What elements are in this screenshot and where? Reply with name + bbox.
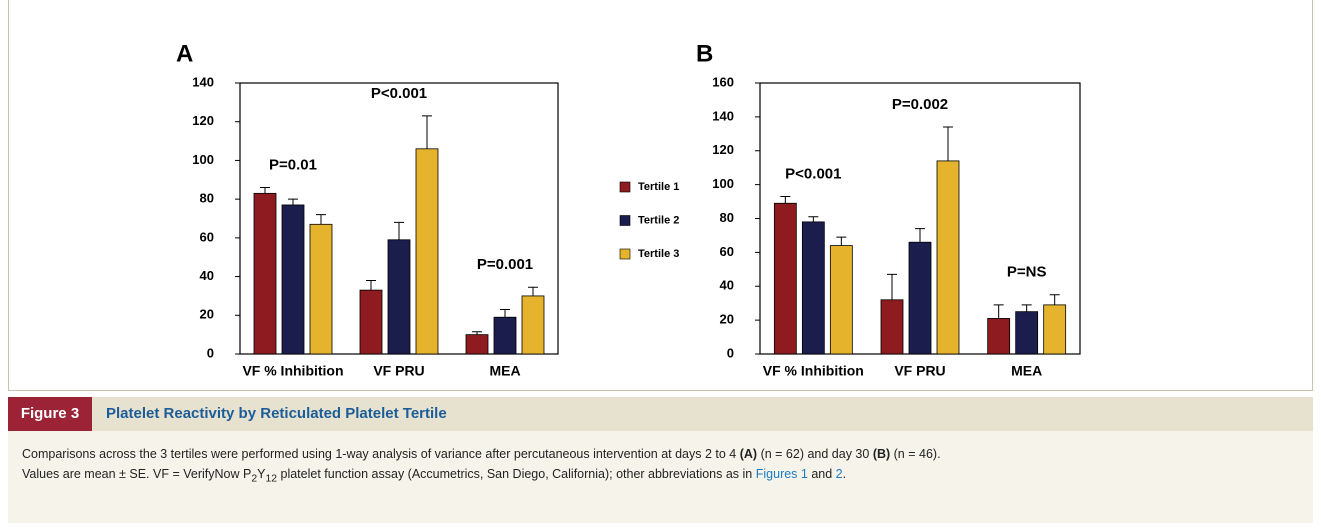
figure-header: Figure 3 Platelet Reactivity by Reticula… [8, 397, 1313, 431]
error-bar [288, 198, 298, 205]
y-tick-label: 20 [720, 312, 734, 327]
error-bar [808, 216, 819, 222]
error-bar [993, 304, 1004, 319]
error-bar [472, 331, 482, 335]
y-tick-label: 60 [200, 229, 214, 244]
y-tick-label: 160 [712, 74, 734, 89]
figure-link[interactable]: 2 [835, 467, 843, 481]
bar [309, 223, 333, 355]
y-tick-label: 120 [712, 142, 734, 157]
error-bar [915, 228, 925, 243]
legend-label: Tertile 2 [638, 214, 679, 226]
error-bar [500, 308, 510, 318]
annotation: P=0.01 [269, 156, 317, 173]
figure-frame [8, 0, 1313, 391]
bar [880, 299, 904, 355]
annotation: P=NS [1007, 264, 1047, 281]
bar [936, 160, 960, 355]
y-tick-label: 0 [207, 345, 214, 360]
error-bar [836, 236, 847, 246]
figure-label: Figure 3 [8, 397, 92, 431]
error-bar [1021, 304, 1032, 312]
figure-link[interactable]: Figures 1 [755, 467, 808, 481]
bar [773, 202, 797, 355]
error-bar [528, 286, 538, 296]
y-tick-label: 100 [712, 176, 734, 191]
legend-swatch [619, 215, 631, 226]
caption-text: (n = 62) and day 30 [757, 447, 873, 461]
annotation: P<0.001 [785, 165, 841, 182]
annotation: P=0.001 [477, 256, 533, 273]
panel-label: A [176, 40, 193, 67]
caption-text: platelet function assay (Accumetrics, Sa… [277, 467, 756, 481]
caption-text: 2 [251, 473, 258, 485]
caption-text: Values are mean ± SE. VF = VerifyNow [22, 467, 243, 481]
x-tick-label: MEA [489, 363, 520, 379]
caption-text: (n = 46). [890, 447, 941, 461]
chart: A 0 20 40 60 80 100 120 140 VF % Inhibition P=0.01… [176, 40, 1081, 379]
panel-label: B [696, 40, 713, 67]
error-bar [943, 126, 953, 161]
bar [253, 192, 277, 355]
y-tick-label: 120 [192, 113, 214, 128]
y-tick-label: 40 [200, 268, 214, 283]
caption-text: . [842, 467, 847, 481]
caption-text: 12 [265, 473, 278, 485]
annotation: P=0.002 [892, 96, 948, 113]
y-tick-label: 80 [720, 210, 734, 225]
y-tick-label: 100 [192, 152, 214, 167]
legend-swatch [619, 248, 631, 260]
x-tick-label: VF % Inhibition [763, 363, 864, 379]
y-tick-label: 140 [192, 74, 214, 89]
bar [829, 245, 853, 355]
y-tick-label: 0 [727, 345, 734, 360]
y-tick-label: 40 [720, 278, 734, 293]
error-bar [780, 195, 791, 204]
bar [521, 295, 545, 355]
caption-text: P [242, 467, 252, 481]
bar [465, 334, 489, 355]
bar [1043, 304, 1067, 355]
caption-text: (A) [739, 447, 758, 461]
bar [415, 148, 439, 355]
figure-title: Platelet Reactivity by Reticulated Plate… [106, 405, 447, 422]
caption-text: (B) [872, 447, 891, 461]
bar [801, 221, 825, 355]
caption-text: and [807, 467, 836, 481]
bar [359, 289, 383, 355]
y-tick-label: 20 [200, 307, 214, 322]
x-tick-label: VF % Inhibition [242, 363, 343, 379]
legend-label: Tertile 1 [638, 181, 679, 193]
error-bar [394, 221, 404, 240]
bar [1015, 311, 1039, 355]
y-tick-label: 80 [200, 191, 214, 206]
y-tick-label: 60 [720, 244, 734, 259]
error-bar [260, 187, 270, 194]
bar [987, 318, 1011, 355]
error-bar [422, 115, 432, 149]
caption-text: Comparisons across the 3 tertiles were p… [22, 447, 740, 461]
x-tick-label: MEA [1011, 363, 1042, 379]
x-tick-label: VF PRU [894, 363, 945, 379]
error-bar [316, 214, 326, 225]
error-bar [366, 279, 376, 291]
caption-text: Y [257, 467, 266, 481]
annotation: P<0.001 [371, 85, 427, 102]
bar [387, 239, 411, 355]
error-bar [887, 273, 897, 300]
legend-swatch [619, 181, 631, 193]
legend-label: Tertile 3 [638, 248, 679, 260]
bar [493, 316, 517, 355]
y-tick-label: 140 [712, 108, 734, 123]
figure-caption: Comparisons across the 3 tertiles were p… [8, 431, 1313, 523]
error-bar [1049, 294, 1060, 305]
bar [908, 241, 932, 355]
x-tick-label: VF PRU [373, 363, 424, 379]
bar [281, 204, 305, 355]
